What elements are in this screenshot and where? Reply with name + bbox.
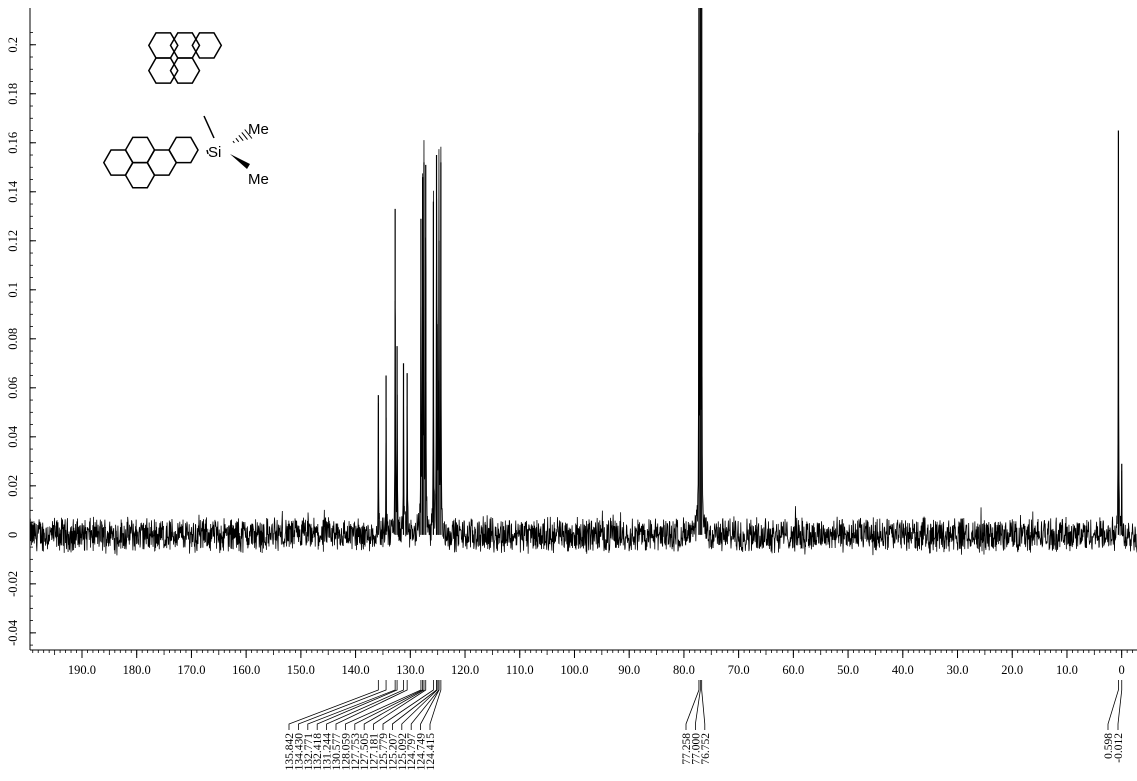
y-tick-label: 0.08 — [6, 328, 20, 350]
peak-label-leader — [392, 680, 437, 730]
peak-label: 132.771 — [303, 733, 315, 771]
x-tick-label: 140.0 — [342, 663, 370, 677]
y-tick-label: 0.12 — [6, 230, 20, 252]
peak-label-leader — [1117, 680, 1123, 730]
molecule-structure: Si Me Me — [102, 32, 269, 189]
x-tick-label: 80.0 — [673, 663, 695, 677]
pyrene-ring — [147, 57, 179, 84]
peak-label: 125.092 — [397, 733, 409, 771]
si-atom-label: Si — [208, 144, 221, 161]
y-tick-label: -0.04 — [6, 619, 20, 646]
peak-label-leader — [685, 680, 700, 730]
peak-label-leader — [326, 680, 404, 730]
peak-label-leader — [382, 680, 434, 730]
x-tick-label: 150.0 — [287, 663, 315, 677]
peak-label: 0.598 — [1103, 733, 1115, 759]
peak-label: 130.577 — [331, 733, 343, 771]
pyrene-ring — [124, 161, 156, 189]
x-tick-label: 50.0 — [837, 663, 859, 677]
peak-label-leader — [701, 680, 706, 730]
peak-label: 124.749 — [416, 733, 428, 771]
x-tick-label: 120.0 — [451, 663, 479, 677]
y-tick-label: 0.16 — [6, 132, 20, 154]
peak-label-leader — [420, 680, 440, 730]
x-tick-label: 100.0 — [560, 663, 588, 677]
spectrum-line — [29, 7, 1137, 556]
x-tick-label: 0 — [1119, 663, 1125, 677]
x-tick-label: 180.0 — [123, 663, 151, 677]
x-tick-label: 60.0 — [782, 663, 804, 677]
peak-label-area: 135.842134.430132.771132.418131.244130.5… — [284, 680, 1125, 770]
methyl-label: Me — [248, 171, 269, 188]
y-tick-label: 0.04 — [6, 425, 20, 448]
pyrene-ring — [168, 136, 199, 164]
y-tick-label: 0.06 — [6, 377, 20, 399]
spectrum-trace — [29, 7, 1137, 556]
chart-axes: -0.04 -0.02 0 0.02 0.04 0.06 0.08 0.1 0.12 0.14 0.… — [6, 8, 1137, 677]
peak-label-leader — [695, 680, 701, 730]
methyl-label: Me — [248, 121, 269, 138]
peak-label-leader — [345, 680, 422, 730]
y-tick-label: 0.1 — [6, 282, 20, 298]
x-tick-label: 40.0 — [892, 663, 914, 677]
hashed-bond — [238, 134, 244, 142]
pyrene-ring — [147, 32, 179, 59]
peak-label: 77.000 — [690, 733, 702, 765]
hashed-bond — [235, 137, 240, 143]
pyrene-ring — [191, 32, 223, 59]
peak-label: 132.418 — [312, 733, 324, 771]
x-tick-label: 110.0 — [506, 663, 534, 677]
pyrene-ring — [169, 32, 201, 59]
peak-label-leader — [307, 680, 396, 730]
x-tick-label: 90.0 — [618, 663, 640, 677]
y-tick-label: 0.2 — [6, 37, 20, 53]
peak-label: 127.753 — [350, 733, 362, 771]
peak-label: 76.752 — [700, 733, 712, 765]
hashed-bond — [244, 129, 253, 139]
peak-label: 131.244 — [322, 733, 334, 771]
peak-label: 127.505 — [359, 733, 371, 771]
peak-label: 128.059 — [340, 733, 352, 771]
y-tick-label: -0.02 — [6, 571, 20, 597]
x-tick-label: 10.0 — [1056, 663, 1078, 677]
x-tick-label: 160.0 — [232, 663, 260, 677]
x-tick-label: 30.0 — [947, 663, 969, 677]
peak-label: 135.842 — [284, 733, 296, 771]
peak-label: 127.181 — [369, 733, 381, 771]
wedge-bond — [230, 154, 250, 169]
y-tick-label: 0.02 — [6, 475, 20, 497]
x-tick-label: 170.0 — [177, 663, 205, 677]
peak-label: -0.012 — [1113, 733, 1125, 763]
peak-label-leader — [354, 680, 424, 730]
peak-label: 77.258 — [681, 733, 693, 765]
peak-label-leader — [1107, 680, 1119, 730]
pyrene-ring — [169, 57, 201, 84]
x-tick-label: 130.0 — [396, 663, 424, 677]
y-tick-label: 0 — [6, 532, 20, 538]
peak-label-leader — [429, 680, 442, 730]
peak-label-leader — [373, 680, 427, 730]
peak-label-leader — [298, 680, 387, 730]
peak-label-leader — [401, 680, 438, 730]
y-tick-label: 0.18 — [6, 83, 20, 105]
x-tick-label: 190.0 — [68, 663, 96, 677]
peak-label-leader — [363, 680, 425, 730]
peak-label: 125.207 — [387, 733, 399, 771]
peak-label: 125.779 — [378, 733, 390, 771]
peak-label-leader — [316, 680, 398, 730]
y-tick-label: 0.14 — [6, 180, 20, 203]
peak-label: 124.415 — [425, 733, 437, 771]
peak-label-leader — [410, 680, 440, 730]
si-bond-upper — [203, 115, 215, 139]
peak-label: 134.430 — [293, 733, 305, 771]
peak-label-leader — [335, 680, 408, 730]
x-tick-label: 20.0 — [1001, 663, 1023, 677]
peak-label: 124.797 — [406, 733, 418, 771]
peak-label-leader — [288, 680, 379, 730]
si-bond-lower — [206, 149, 209, 155]
hashed-bond — [232, 140, 235, 144]
hashed-bond — [241, 132, 248, 140]
x-tick-label: 70.0 — [728, 663, 750, 677]
